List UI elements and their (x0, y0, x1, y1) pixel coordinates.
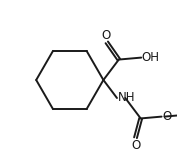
Text: OH: OH (142, 51, 160, 64)
Text: O: O (162, 110, 171, 123)
Text: NH: NH (117, 92, 135, 104)
Text: O: O (101, 28, 111, 42)
Text: O: O (131, 139, 140, 152)
